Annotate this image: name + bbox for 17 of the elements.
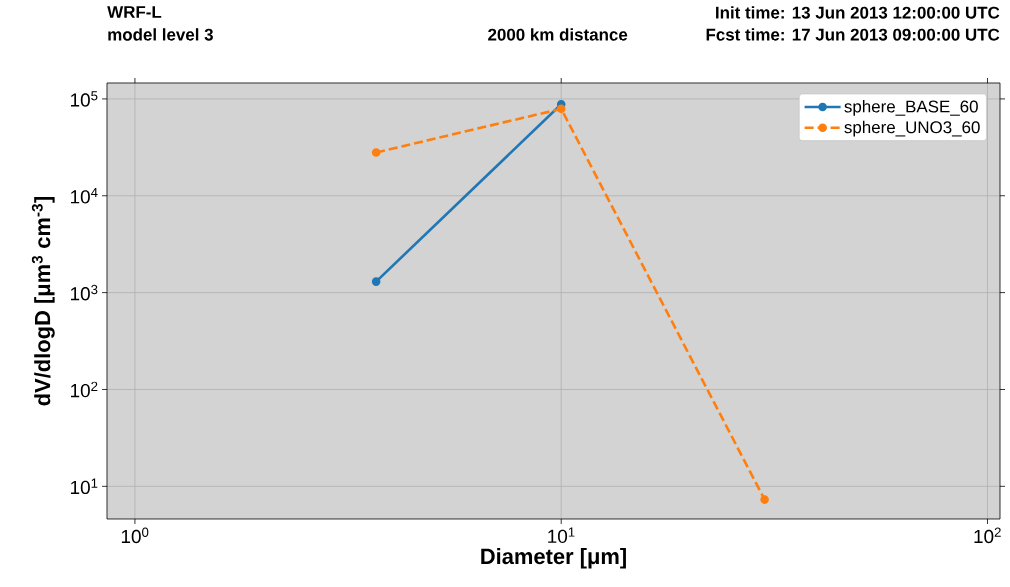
text: Fcst time: 17 Jun 2013 09:00:00 UTC	[706, 28, 1000, 41]
legend-label: sphere_UNO3_60	[844, 120, 980, 137]
chart-title: WRF-L	[107, 6, 162, 18]
y-axis-title: dV/dlogD [μm$^{3}$ cm$^{-3}$]	[31, 196, 55, 406]
y-tick-label: 10$^{5}$	[71, 91, 98, 107]
text: 2000 km distance	[488, 28, 628, 41]
x-tick-label: 10$^{1}$	[548, 527, 575, 544]
x-tick-label: 10$^{0}$	[121, 527, 149, 544]
y-tick-label: 10$^{2}$	[71, 381, 98, 398]
x-axis-title: Diameter [μm]	[481, 548, 626, 569]
x-tick-label: 10$^{2}$	[974, 527, 1001, 544]
y-tick-label: 10$^{1}$	[71, 478, 98, 495]
legend-label: sphere_BASE_60	[844, 100, 978, 116]
text: Init time: 13 Jun 2013 12:00:00 UTC	[716, 6, 1000, 19]
y-tick-label: 10$^{3}$	[71, 284, 98, 301]
y-tick-label: 10$^{4}$	[71, 188, 98, 204]
chart-subtitle: model level 3	[108, 28, 213, 41]
